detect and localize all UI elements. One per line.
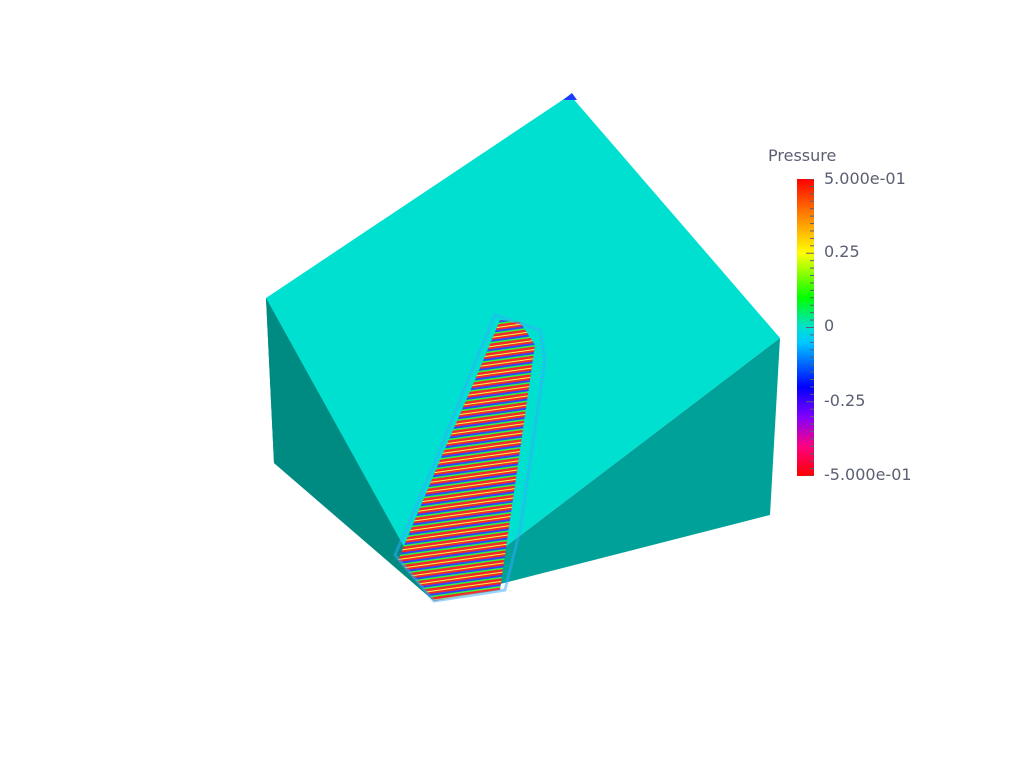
tick-label-neg-quarter: -0.25 [824,391,866,410]
tick-label-quarter: 0.25 [824,242,860,261]
tick-label-max: 5.000e-01 [824,169,906,188]
corner-artifact [563,93,577,100]
tick-label-min: -5.000e-01 [824,465,912,484]
legend-title: Pressure [768,146,837,165]
pressure-wave-halo [393,313,547,603]
color-scale-bar[interactable] [797,179,814,476]
pressure-wave-band [398,320,535,601]
tick-label-zero: 0 [824,316,835,335]
